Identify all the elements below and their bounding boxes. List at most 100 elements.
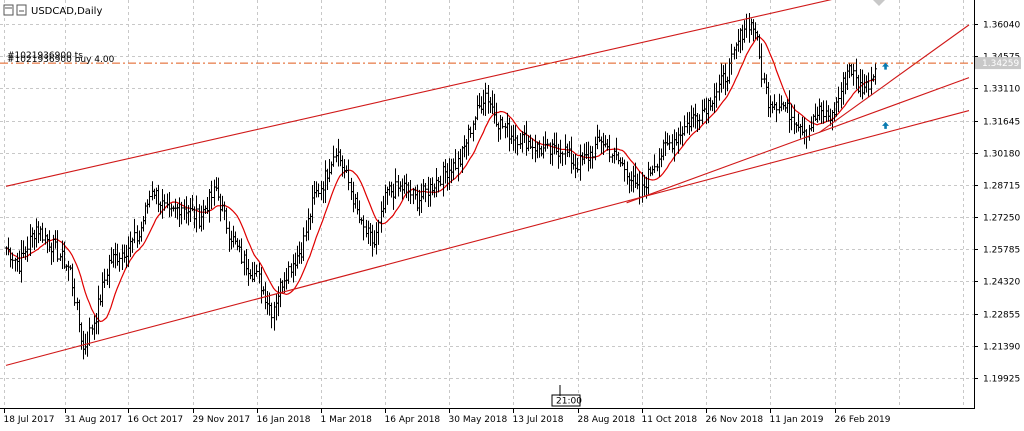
trendline-support-b[interactable] — [818, 24, 970, 133]
price-tick-label: 1.31645 — [983, 118, 1020, 128]
time-axis: 18 Jul 2017 31 Aug 2017 16 Oct 2017 29 Nov … — [4, 408, 891, 425]
ohlc-bar — [867, 72, 870, 98]
ohlc-bar — [715, 82, 718, 108]
ohlc-bar — [653, 154, 656, 173]
time-tick-label: 16 Apr 2018 — [385, 415, 441, 425]
time-badge-bg — [551, 394, 581, 407]
ohlc-bar — [11, 252, 14, 269]
ohlc-bar — [516, 135, 519, 156]
ohlc-bar — [103, 268, 106, 289]
ohlc-bar — [240, 238, 243, 264]
time-tick-label: 16 Oct 2017 — [128, 415, 184, 425]
ohlc-bar — [56, 230, 59, 262]
trendline-channel-bottom[interactable] — [5, 110, 970, 366]
time-tick-label: 29 Nov 2017 — [193, 415, 251, 425]
ohlc-bar — [225, 207, 228, 234]
order-label: #1021936900 buy 4.00 — [7, 55, 115, 65]
symbol-title: USDCAD,Daily — [31, 6, 102, 17]
ohlc-bar — [561, 151, 564, 167]
ohlc-bar — [439, 175, 442, 187]
ohlc-bar — [546, 138, 549, 149]
ohlc-bar — [623, 159, 626, 182]
ohlc-bar — [377, 219, 380, 245]
ohlc-bar — [591, 146, 594, 169]
price-badge-bg — [975, 57, 1021, 70]
ohlc-bar — [775, 102, 778, 123]
moving-average-layer — [5, 36, 876, 323]
time-tick-label: 30 May 2018 — [449, 415, 508, 425]
arrow-up-icon — [882, 62, 890, 70]
ohlc-bar — [668, 135, 671, 151]
ohlc-bar — [409, 179, 412, 204]
arrow-layer — [882, 62, 890, 129]
ohlc-bar — [41, 222, 44, 243]
price-tick-label: 1.22855 — [983, 311, 1020, 321]
ohlc-bar — [469, 126, 472, 138]
ohlc-bar — [852, 63, 855, 86]
ohlc-bar — [531, 138, 534, 160]
time-tick-label: 16 Jan 2018 — [257, 415, 311, 425]
ohlc-bar — [255, 264, 258, 277]
time-tick-label: 11 Oct 2018 — [642, 415, 698, 425]
ohlc-bar — [576, 157, 579, 173]
ohlc-bar — [73, 278, 76, 306]
price-tick-label: 1.33110 — [983, 85, 1020, 95]
chart-window-icon — [16, 4, 27, 16]
price-tick-label: 1.27250 — [983, 214, 1020, 224]
time-tick-label: 18 Jul 2017 — [4, 415, 55, 425]
time-tick-label: 26 Feb 2019 — [835, 415, 891, 425]
ohlc-bar — [837, 86, 840, 113]
price-tick-label: 1.36040 — [983, 21, 1020, 31]
ohlc-bar — [501, 116, 504, 129]
chart-grid — [0, 0, 974, 408]
ohlc-bar — [790, 103, 793, 131]
ohlc-bar — [484, 82, 487, 117]
ohlc-bar — [683, 115, 686, 136]
trendline-layer[interactable] — [5, 0, 970, 366]
ohlc-bar — [270, 302, 273, 329]
ohlc-bar — [760, 43, 763, 88]
price-tick-label: 1.19925 — [983, 375, 1020, 385]
time-badge-value: 21:00 — [556, 397, 582, 407]
order-label-ts: #1021936900 ts — [7, 51, 83, 61]
ohlc-bar — [424, 182, 427, 203]
price-tick-label: 1.30180 — [983, 150, 1020, 160]
price-axis: 1.360401.345751.331101.316451.301801.287… — [974, 21, 1020, 385]
scroll-shift-icon[interactable] — [873, 0, 885, 6]
chart-window-icon — [3, 4, 14, 16]
time-tick-label: 26 Nov 2018 — [706, 415, 764, 425]
time-tick-label: 1 Mar 2018 — [321, 415, 373, 425]
ohlc-bar — [822, 100, 825, 124]
ohlc-bar — [133, 218, 136, 244]
price-tick-label: 1.25785 — [983, 246, 1020, 256]
ohlc-bar — [332, 145, 335, 167]
ohlc-bar — [26, 236, 29, 262]
ohlc-bar — [608, 134, 611, 163]
ohlc-bar — [317, 183, 320, 198]
current-price-badge: 1.34259 — [975, 57, 1021, 70]
arrow-up-icon — [882, 121, 890, 129]
ohlc-bar — [287, 261, 290, 284]
ohlc-bar — [195, 195, 198, 233]
ohlc-bar — [302, 227, 305, 262]
ohlc-bar — [874, 62, 877, 85]
trendline-channel-top[interactable] — [5, 0, 875, 187]
crosshair-time-badge: 21:00 — [551, 385, 582, 407]
price-tick-label: 1.28715 — [983, 182, 1020, 192]
ohlc-bar — [347, 159, 350, 191]
moving-average-line — [5, 36, 876, 323]
ohlc-bar — [394, 168, 397, 200]
ohlc-bar — [362, 215, 365, 241]
trendline-support-a[interactable] — [626, 77, 970, 204]
price-tick-label: 1.21390 — [983, 343, 1020, 353]
ohlc-bar — [163, 194, 166, 211]
ohlc-bar — [180, 201, 183, 225]
time-tick-label: 28 Aug 2018 — [578, 415, 636, 425]
chart-title: USDCAD,Daily — [3, 4, 102, 17]
time-tick-label: 13 Jul 2018 — [513, 415, 564, 425]
ohlc-bars — [5, 12, 877, 360]
ohlc-bar — [210, 180, 213, 209]
price-badge-value: 1.34259 — [982, 59, 1019, 69]
